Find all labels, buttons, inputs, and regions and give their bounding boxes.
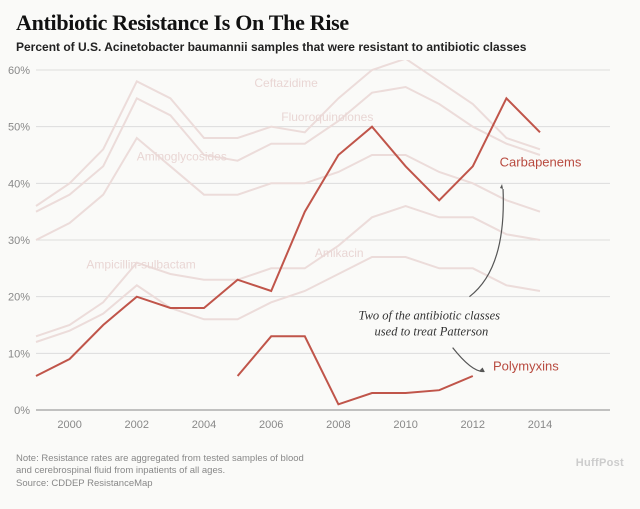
- series-label-carbapenems: Carbapenems: [500, 154, 582, 169]
- series-aminoglycosides: [36, 138, 540, 240]
- svg-text:2012: 2012: [461, 419, 485, 431]
- svg-text:10%: 10%: [8, 348, 30, 360]
- annotation-line-1: Two of the antibiotic classes: [359, 308, 501, 322]
- svg-text:2014: 2014: [528, 419, 552, 431]
- annotation-line-2: used to treat Patterson: [375, 324, 489, 338]
- annotation-arrow-down: [453, 348, 485, 372]
- svg-text:2004: 2004: [192, 419, 216, 431]
- svg-text:0%: 0%: [14, 405, 30, 417]
- series-polymyxins: [238, 336, 473, 404]
- series-label-polymyxins: Polymyxins: [493, 358, 559, 373]
- svg-text:50%: 50%: [8, 122, 30, 134]
- note-line-1: Note: Resistance rates are aggregated fr…: [16, 453, 624, 466]
- svg-text:2002: 2002: [125, 419, 149, 431]
- series-label-fluoroquinolones: Fluoroquinolones: [281, 110, 373, 124]
- line-chart: 0% 10% 20% 30% 40% 50% 60% 2000 2002 2004 2006 2008…: [0, 60, 640, 440]
- svg-text:20%: 20%: [8, 292, 30, 304]
- series-fluoroquinolones: [36, 87, 540, 212]
- series-label-ceftazidime: Ceftazidime: [254, 76, 318, 90]
- svg-text:2006: 2006: [259, 419, 283, 431]
- chart-area: 0% 10% 20% 30% 40% 50% 60% 2000 2002 2004 2006 2008…: [0, 60, 640, 440]
- svg-text:60%: 60%: [8, 65, 30, 77]
- source-line: Source: CDDEP ResistanceMap: [16, 478, 624, 491]
- series-label-ampicillin-sulbactam: Ampicillin-sulbactam: [86, 257, 195, 271]
- chart-footer: Note: Resistance rates are aggregated fr…: [16, 453, 624, 491]
- chart-subtitle: Percent of U.S. Acinetobacter baumannii …: [16, 40, 624, 54]
- chart-title: Antibiotic Resistance Is On The Rise: [16, 10, 624, 36]
- note-line-2: and cerebrospinal fluid from inpatients …: [16, 465, 624, 478]
- svg-text:2008: 2008: [326, 419, 350, 431]
- svg-text:2000: 2000: [57, 419, 81, 431]
- svg-text:2010: 2010: [393, 419, 417, 431]
- svg-text:40%: 40%: [8, 178, 30, 190]
- series-label-amikacin: Amikacin: [315, 246, 364, 260]
- svg-text:30%: 30%: [8, 235, 30, 247]
- series-label-aminoglycosides: Aminoglycosides: [137, 150, 227, 164]
